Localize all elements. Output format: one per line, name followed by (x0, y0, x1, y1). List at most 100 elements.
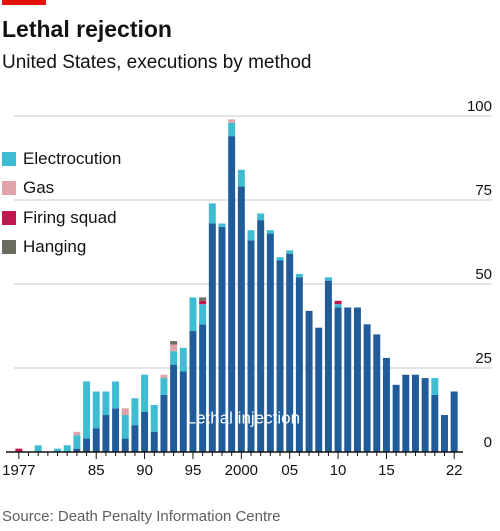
bar-gas-1999 (228, 119, 236, 123)
x-tick-label-1990: 90 (136, 462, 153, 479)
y-tick-label-0: 0 (484, 434, 492, 451)
legend-swatch-firing-squad (2, 210, 16, 225)
legend-swatch-gas (2, 181, 16, 196)
bar-electrocution-2009 (324, 277, 332, 281)
bar-lethal-injection-2009 (324, 280, 332, 452)
bar-electrocution-1989 (131, 398, 139, 426)
bar-electrocution-1979 (34, 445, 42, 452)
bar-lethal-injection-1990 (141, 411, 149, 452)
stacked-bar-chart: 0 25 50 75 100 1977 85 90 95 2000 05 10 15 22 Lethal… (2, 98, 492, 479)
chart-subtitle: United States, executions by method (2, 52, 312, 73)
legend-swatch-electrocution (2, 151, 16, 166)
bar-electrocution-1999 (228, 122, 236, 137)
bar-gas-1988 (121, 408, 129, 416)
bar-electrocution-1984 (83, 381, 91, 439)
bar-firing-squad-2010 (334, 300, 342, 305)
bars (15, 119, 458, 452)
legend-label-gas: Gas (23, 178, 55, 198)
bar-lethal-injection-2011 (344, 307, 352, 452)
lethal-injection-label: Lethal injection (187, 408, 300, 427)
bar-lethal-injection-2015 (382, 357, 390, 452)
bar-electrocution-1995 (189, 297, 197, 332)
bar-lethal-injection-1993 (170, 364, 178, 452)
bar-lethal-injection-2019 (421, 378, 429, 452)
bar-lethal-injection-2006 (295, 277, 303, 452)
bar-firing-squad-1977 (15, 448, 23, 452)
bar-electrocution-2006 (295, 273, 303, 278)
bar-lethal-injection-2003 (266, 233, 274, 452)
bar-lethal-injection-1999 (228, 136, 236, 452)
bar-gas-1992 (160, 374, 168, 379)
bar-lethal-injection-2013 (363, 324, 371, 452)
legend-swatch-hanging (2, 240, 16, 255)
legend-item-hanging: Hanging (2, 233, 121, 263)
bar-hanging-1996 (199, 297, 207, 301)
x-axis: 1977 85 90 95 2000 05 10 15 22 (2, 451, 463, 479)
bar-lethal-injection-2017 (402, 374, 410, 452)
bar-electrocution-1987 (112, 381, 120, 409)
bar-electrocution-2002 (257, 213, 265, 221)
bar-lethal-injection-1997 (208, 223, 216, 452)
y-tick-labels: 0 25 50 75 100 (467, 98, 492, 451)
bar-lethal-injection-1986 (102, 415, 110, 452)
x-tick-label-2005: 05 (281, 462, 298, 479)
bar-electrocution-1985 (92, 391, 100, 429)
bar-lethal-injection-2007 (305, 310, 313, 452)
x-tick-label-2022: 22 (446, 462, 463, 479)
bar-electrocution-1990 (141, 374, 149, 412)
y-tick-label-75: 75 (475, 182, 492, 199)
bar-lethal-injection-1994 (179, 371, 187, 452)
y-tick-label-100: 100 (467, 98, 492, 115)
bar-electrocution-1986 (102, 391, 110, 416)
bar-lethal-injection-2020 (431, 394, 439, 452)
brand-accent-bar (2, 0, 46, 5)
x-tick-label-2000: 2000 (225, 462, 258, 479)
x-tick-label-1977: 1977 (2, 462, 35, 479)
bar-lethal-injection-1998 (218, 226, 226, 452)
x-tick-label-1995: 95 (185, 462, 202, 479)
bar-electrocution-1992 (160, 378, 168, 395)
bar-electrocution-1982 (63, 445, 71, 452)
legend-item-electrocution: Electrocution (2, 144, 121, 174)
bar-electrocution-1988 (121, 415, 129, 439)
bar-electrocution-1983 (73, 435, 81, 449)
legend: Electrocution Gas Firing squad Hanging (2, 144, 121, 262)
bar-lethal-injection-1987 (112, 408, 120, 452)
bar-electrocution-2001 (247, 230, 255, 241)
bar-lethal-injection-1984 (83, 438, 91, 452)
x-tick-label-1985: 85 (88, 462, 105, 479)
bar-electrocution-1991 (150, 404, 158, 432)
bar-lethal-injection-2008 (315, 327, 323, 452)
source-note: Source: Death Penalty Information Centre (2, 508, 281, 525)
bar-hanging-1993 (170, 341, 178, 345)
bar-lethal-injection-2004 (276, 260, 284, 452)
y-tick-label-50: 50 (475, 266, 492, 283)
legend-item-gas: Gas (2, 174, 121, 204)
bar-electrocution-2000 (237, 169, 245, 187)
bar-lethal-injection-2022 (450, 391, 458, 452)
bar-electrocution-2003 (266, 230, 274, 234)
bar-lethal-injection-1991 (150, 431, 158, 452)
bar-lethal-injection-2018 (411, 374, 419, 452)
legend-label-electrocution: Electrocution (23, 148, 122, 168)
bar-lethal-injection-2005 (286, 253, 294, 452)
bar-electrocution-1994 (179, 347, 187, 372)
legend-item-firing-squad: Firing squad (2, 203, 121, 233)
bar-lethal-injection-1992 (160, 394, 168, 452)
bar-lethal-injection-2014 (373, 334, 381, 452)
bar-lethal-injection-2000 (237, 186, 245, 452)
bar-electrocution-1996 (199, 304, 207, 325)
chart-title: Lethal rejection (2, 16, 172, 42)
bar-lethal-injection-2002 (257, 220, 265, 452)
bar-electrocution-1998 (218, 223, 226, 227)
bar-lethal-injection-2010 (334, 307, 342, 452)
bar-lethal-injection-2016 (392, 384, 400, 452)
bar-electrocution-1981 (54, 448, 62, 452)
x-tick-label-2015: 15 (378, 462, 395, 479)
x-tick-label-2010: 10 (330, 462, 347, 479)
bar-lethal-injection-2012 (353, 307, 361, 452)
bar-lethal-injection-2021 (441, 415, 448, 452)
bar-electrocution-2020 (431, 378, 439, 395)
bar-electrocution-2005 (286, 250, 294, 254)
legend-label-hanging: Hanging (23, 237, 87, 257)
